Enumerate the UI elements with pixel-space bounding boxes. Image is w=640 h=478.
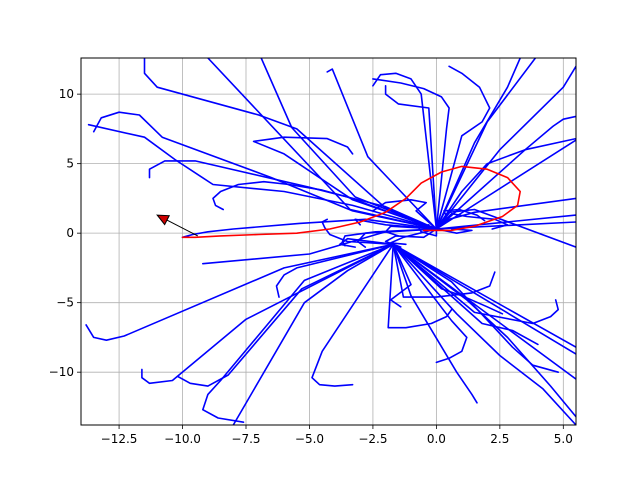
trajectory-line — [326, 68, 438, 230]
trajectory-line — [392, 243, 576, 349]
trajectory-line — [392, 243, 560, 325]
tick-marks — [77, 93, 564, 429]
y-tick-label: 0 — [66, 226, 74, 240]
y-tick-label: −5 — [56, 296, 74, 310]
plot-area — [85, 58, 576, 425]
trajectory-line — [372, 72, 438, 230]
trajectory-line — [148, 160, 438, 230]
trajectory-line — [372, 78, 450, 230]
x-tick-label: 2.5 — [490, 432, 509, 446]
trajectory-line — [392, 243, 576, 380]
x-tick-label: −5.0 — [295, 432, 324, 446]
trajectory-line — [417, 224, 438, 237]
x-tick-labels: −12.5 −10.0 −7.5 −5.0 −2.5 0.0 2.5 5.0 — [101, 432, 573, 446]
x-tick-label: 0.0 — [427, 432, 446, 446]
x-tick-label: −2.5 — [358, 432, 387, 446]
y-tick-label: −10 — [49, 365, 74, 379]
trajectory-line — [384, 85, 438, 230]
trajectory-line — [87, 123, 438, 230]
trajectory-line — [435, 139, 576, 230]
axes-frame — [80, 57, 577, 426]
trajectory-line — [435, 58, 522, 230]
trajectory-line — [392, 243, 478, 404]
trajectory-line — [252, 136, 438, 230]
trajectory-line — [372, 199, 438, 230]
direction-arrow-shaft — [166, 219, 198, 237]
x-tick-label: −12.5 — [101, 432, 138, 446]
y-tick-label: 5 — [66, 157, 74, 171]
trajectory-line — [232, 243, 395, 425]
trajectory-line — [389, 228, 438, 246]
x-tick-label: −7.5 — [231, 432, 260, 446]
highlight-trajectory-line — [181, 165, 522, 239]
trajectory-line — [202, 243, 395, 424]
y-tick-labels: −10 −5 0 5 10 — [49, 87, 74, 379]
trajectory-line — [389, 243, 412, 308]
trajectory-line — [275, 243, 395, 298]
trajectory-line — [392, 243, 576, 425]
trajectory-line — [212, 180, 438, 230]
trajectory-line — [435, 65, 576, 230]
trajectory-line — [392, 243, 468, 364]
trajectory-line — [392, 243, 539, 346]
trajectory-line — [85, 243, 395, 342]
trajectory-line — [141, 243, 395, 385]
trajectory-line — [92, 111, 438, 230]
trajectory-line — [384, 225, 438, 237]
trajectory-line — [392, 243, 576, 355]
x-tick-label: −10.0 — [164, 432, 201, 446]
trajectory-line — [311, 243, 395, 387]
trajectory-line — [435, 208, 486, 230]
trajectory-line — [435, 115, 576, 230]
trajectory-line — [339, 237, 395, 248]
trajectory-line — [207, 58, 438, 230]
trajectory-line — [321, 218, 395, 246]
trajectory-line — [143, 58, 438, 230]
direction-arrow-head — [156, 214, 171, 226]
trajectory-line — [435, 137, 576, 230]
trajectory-line — [176, 243, 395, 387]
trajectory-line — [356, 228, 438, 248]
trajectory-line — [435, 65, 491, 230]
trajectory-line — [392, 243, 560, 374]
y-tick-label: 10 — [59, 87, 74, 101]
x-tick-label: 5.0 — [554, 432, 573, 446]
